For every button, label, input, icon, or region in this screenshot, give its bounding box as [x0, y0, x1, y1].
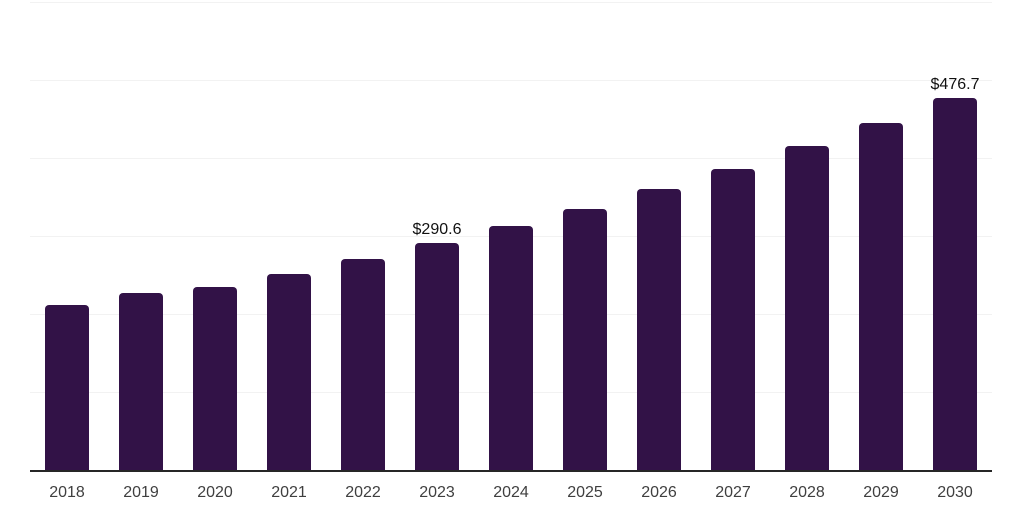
bar-2028[interactable]: [785, 146, 829, 470]
data-label-2023: $290.6: [412, 221, 462, 239]
bar-2027[interactable]: [711, 168, 755, 470]
bar-2025[interactable]: [563, 208, 607, 470]
x-tick-label-2024: 2024: [493, 484, 529, 501]
bar-2026[interactable]: [637, 188, 681, 470]
x-tick-label-2018: 2018: [49, 484, 85, 501]
data-label-2030: $476.7: [930, 76, 980, 94]
x-tick-label-2028: 2028: [789, 484, 825, 501]
x-tick-label-2026: 2026: [641, 484, 677, 501]
bar-2022[interactable]: [341, 259, 385, 470]
x-tick-label-2030: 2030: [937, 484, 973, 501]
bar-2018[interactable]: [45, 305, 89, 470]
bar-2029[interactable]: [859, 122, 903, 470]
bar-2021[interactable]: [267, 273, 311, 470]
x-axis-line: [30, 470, 992, 472]
gridline-600: [30, 2, 992, 3]
x-tick-label-2027: 2027: [715, 484, 751, 501]
x-tick-label-2025: 2025: [567, 484, 603, 501]
bar-2019[interactable]: [119, 293, 163, 470]
bar-2024[interactable]: [489, 226, 533, 470]
bar-2030[interactable]: [933, 98, 977, 470]
x-tick-label-2029: 2029: [863, 484, 899, 501]
x-tick-label-2019: 2019: [123, 484, 159, 501]
x-tick-label-2020: 2020: [197, 484, 233, 501]
bar-2020[interactable]: [193, 287, 237, 470]
gridline-400: [30, 158, 992, 159]
gridline-500: [30, 80, 992, 81]
x-tick-label-2022: 2022: [345, 484, 381, 501]
x-tick-label-2023: 2023: [419, 484, 455, 501]
x-tick-label-2021: 2021: [271, 484, 307, 501]
bar-2023[interactable]: [415, 243, 459, 470]
